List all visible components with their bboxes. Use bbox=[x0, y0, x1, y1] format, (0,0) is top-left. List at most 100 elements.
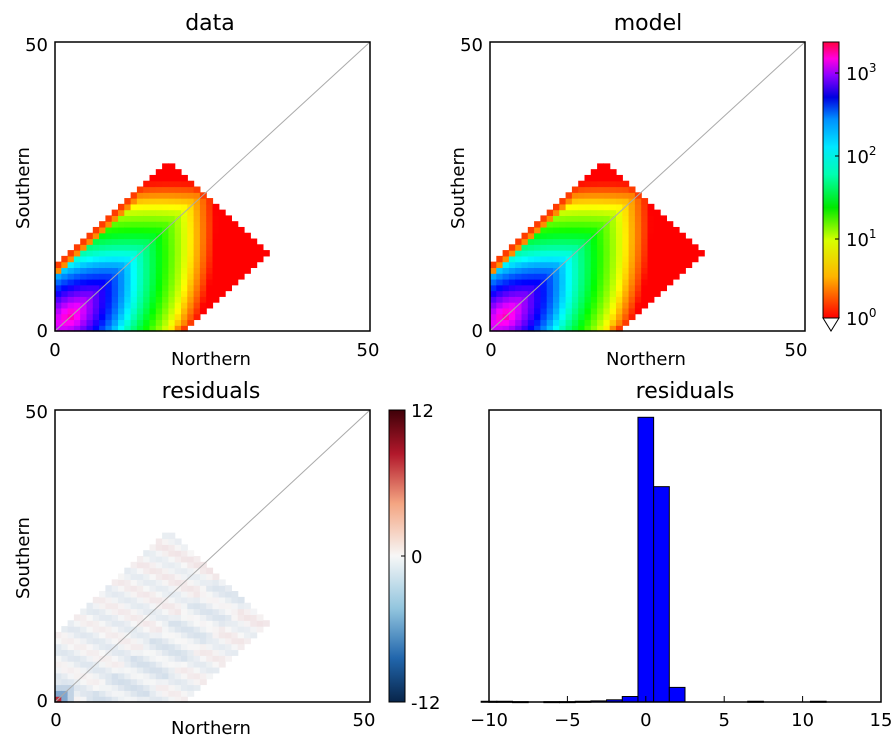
heatmap-cell bbox=[225, 614, 232, 621]
heatmap-cell bbox=[597, 186, 604, 193]
heatmap-cell bbox=[174, 573, 182, 580]
heatmap-cell bbox=[111, 244, 119, 251]
heatmap-cell bbox=[111, 579, 119, 586]
heatmap-cell bbox=[660, 244, 667, 251]
heatmap-cell bbox=[99, 684, 106, 691]
heatmap-cell bbox=[155, 255, 163, 263]
heatmap-cell bbox=[73, 614, 81, 621]
heatmap-cell bbox=[136, 661, 144, 668]
y-axis-label: Southern bbox=[13, 517, 34, 599]
heatmap-cell bbox=[124, 573, 132, 580]
heatmap-cell bbox=[73, 244, 81, 251]
heatmap-cell bbox=[609, 226, 617, 234]
heatmap-cell bbox=[168, 278, 176, 286]
heatmap-cell bbox=[111, 278, 119, 286]
heatmap-cell bbox=[490, 307, 497, 315]
heatmap-cell bbox=[225, 596, 232, 604]
heatmap-cell bbox=[616, 284, 623, 292]
heatmap-cell bbox=[571, 267, 579, 274]
heatmap-cell bbox=[590, 180, 598, 188]
heatmap-cell bbox=[124, 296, 132, 303]
heatmap-cell bbox=[622, 261, 630, 269]
heatmap-cell bbox=[546, 261, 554, 269]
heatmap-cell bbox=[92, 649, 100, 656]
heatmap-cell bbox=[679, 250, 686, 257]
heatmap-cell bbox=[149, 215, 157, 222]
heatmap-cell bbox=[67, 696, 75, 703]
heatmap-cell bbox=[55, 261, 62, 269]
heatmap-cell bbox=[237, 226, 245, 234]
heatmap-cell bbox=[590, 290, 598, 297]
heatmap-cell bbox=[647, 290, 655, 297]
heatmap-cell bbox=[603, 273, 611, 280]
heatmap-cell bbox=[553, 255, 560, 263]
heatmap-cell bbox=[149, 573, 157, 580]
heatmap-cell bbox=[634, 215, 642, 222]
heatmap-cell bbox=[199, 255, 207, 263]
heatmap-cell bbox=[508, 244, 516, 251]
heatmap-cell bbox=[540, 319, 548, 326]
heatmap-cell bbox=[218, 655, 226, 662]
heatmap-cell bbox=[218, 238, 226, 245]
heatmap-cell bbox=[231, 596, 239, 604]
heatmap-cell bbox=[546, 267, 554, 274]
heatmap-cell bbox=[691, 250, 699, 257]
heatmap-cell bbox=[199, 579, 207, 586]
heatmap-cell bbox=[546, 255, 554, 263]
heatmap-cell bbox=[111, 250, 119, 257]
heatmap-cell bbox=[174, 596, 182, 604]
heatmap-cell bbox=[262, 620, 270, 627]
heatmap-cell bbox=[99, 290, 106, 297]
heatmap-cell bbox=[540, 232, 548, 240]
heatmap-cell bbox=[168, 626, 176, 633]
x-tick-label: −10 bbox=[470, 710, 508, 731]
heatmap-cell bbox=[603, 203, 611, 211]
heatmap-cell bbox=[609, 273, 617, 280]
heatmap-cell bbox=[174, 319, 182, 326]
heatmap-cell bbox=[118, 643, 125, 651]
heatmap-cell bbox=[105, 273, 113, 280]
heatmap-cell bbox=[86, 290, 94, 297]
heatmap-cell bbox=[515, 313, 523, 321]
heatmap-cell bbox=[206, 232, 214, 240]
heatmap-cell bbox=[609, 244, 617, 251]
x-tick-label: 5 bbox=[718, 710, 729, 731]
heatmap-cell bbox=[237, 267, 245, 274]
heatmap-cell bbox=[256, 244, 264, 251]
heatmap-cell bbox=[609, 278, 617, 286]
heatmap-cell bbox=[187, 278, 195, 286]
heatmap-cell bbox=[225, 215, 232, 222]
heatmap-cell bbox=[174, 238, 182, 245]
heatmap-cell bbox=[187, 290, 195, 297]
heatmap-cell bbox=[92, 261, 100, 269]
heatmap-cell bbox=[578, 255, 586, 263]
heatmap-cell bbox=[212, 232, 220, 240]
heatmap-cell bbox=[496, 278, 504, 286]
heatmap-cell bbox=[193, 261, 201, 269]
heatmap-cell bbox=[155, 561, 163, 569]
heatmap-cell bbox=[55, 284, 62, 292]
heatmap-cell bbox=[105, 690, 113, 697]
heatmap-cell bbox=[218, 608, 226, 615]
heatmap-cell bbox=[206, 608, 214, 615]
heatmap-cell bbox=[118, 284, 125, 292]
heatmap-cell bbox=[174, 296, 182, 303]
heatmap-cell bbox=[256, 626, 264, 633]
heatmap-cell bbox=[111, 637, 119, 645]
heatmap-cell bbox=[136, 591, 144, 598]
heatmap-cell bbox=[565, 198, 573, 205]
heatmap-cell bbox=[111, 585, 119, 592]
heatmap-cell bbox=[149, 284, 157, 292]
heatmap-cell bbox=[628, 290, 636, 297]
heatmap-cell bbox=[597, 255, 604, 263]
heatmap-cell bbox=[118, 203, 125, 211]
heatmap-cell bbox=[685, 238, 693, 245]
heatmap-cell bbox=[540, 255, 548, 263]
heatmap-cell bbox=[502, 284, 510, 292]
heatmap-cell bbox=[124, 238, 132, 245]
heatmap-cell bbox=[212, 209, 220, 216]
heatmap-cell bbox=[149, 296, 157, 303]
heatmap-cell bbox=[111, 626, 119, 633]
heatmap-cell bbox=[73, 649, 81, 656]
